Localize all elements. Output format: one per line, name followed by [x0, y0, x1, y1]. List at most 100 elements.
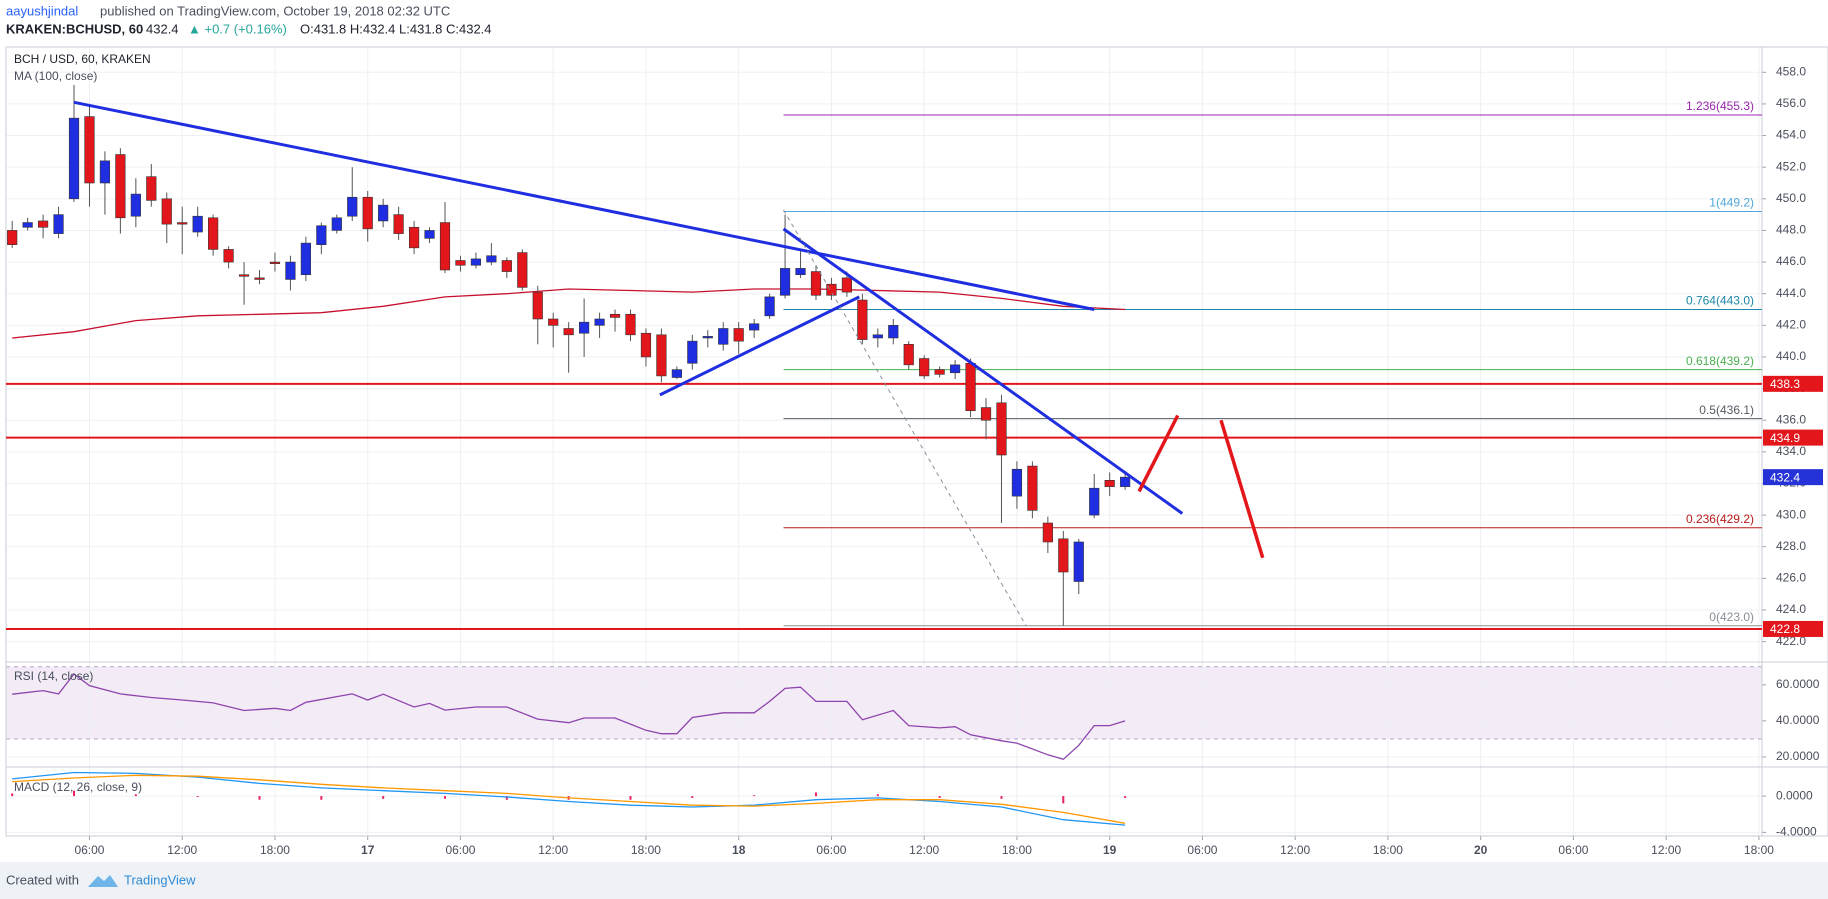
ma-title: MA (100, close) [14, 69, 97, 83]
candle-body [1011, 468, 1023, 497]
y-tick-label: 446.0 [1776, 254, 1806, 268]
y-tick-label: 448.0 [1776, 223, 1806, 237]
last-price-tag: 432.4 [1770, 470, 1800, 484]
footer-text: Created with [6, 872, 79, 887]
publish-info: published on TradingView.com, October 19… [100, 3, 450, 18]
candle-body [888, 325, 899, 339]
x-tick-label: 06:00 [445, 843, 475, 857]
macd-histogram-bar [11, 793, 14, 797]
footer-brand[interactable]: TradingView [124, 872, 196, 887]
candle-body [872, 334, 883, 339]
fib-label: 0.764(443.0) [1686, 294, 1754, 308]
candle-body [1042, 522, 1053, 543]
x-tick-label: 12:00 [1651, 843, 1681, 857]
y-tick-label: -4.0000 [1776, 825, 1817, 839]
candle-body [208, 217, 219, 250]
y-tick-label: 450.0 [1776, 191, 1806, 205]
y-tick-label: 422.0 [1776, 634, 1806, 648]
fib-label: 0.5(436.1) [1699, 403, 1754, 417]
candle-body [903, 344, 914, 366]
author-link[interactable]: aayushjindal [6, 3, 78, 18]
y-tick-label: 430.0 [1776, 507, 1806, 521]
x-tick-label: 06:00 [74, 843, 104, 857]
candle-body [84, 116, 95, 184]
y-tick-label: 458.0 [1776, 64, 1806, 78]
macd-histogram-bar [444, 796, 446, 799]
y-tick-label: 428.0 [1776, 539, 1806, 553]
macd-histogram-bar [73, 790, 76, 797]
y-tick-label: 40.0000 [1776, 713, 1820, 727]
y-tick-label: 452.0 [1776, 159, 1806, 173]
candle-body [1104, 480, 1115, 487]
x-tick-label: 19 [1103, 843, 1117, 857]
candle-body [733, 328, 744, 342]
level-price-tag-bg [1763, 620, 1823, 637]
candle-body [826, 283, 837, 296]
logo-icon[interactable] [88, 875, 118, 887]
macd-histogram-bar [505, 796, 508, 800]
candle-body [687, 340, 698, 364]
candle-body [594, 318, 605, 326]
candle-body [424, 230, 435, 239]
candle-body [640, 332, 652, 358]
level-price-tag: 438.3 [1770, 377, 1800, 391]
candle-body [671, 369, 682, 378]
x-tick-label: 12:00 [167, 843, 197, 857]
x-tick-label: 12:00 [1280, 843, 1310, 857]
level-price-tag: 422.8 [1770, 622, 1800, 636]
x-tick-label: 18:00 [1002, 843, 1032, 857]
fib-label: 1.236(455.3) [1686, 99, 1754, 113]
candle-body [841, 277, 852, 293]
candle-body [378, 204, 389, 222]
chart-title: BCH / USD, 60, KRAKEN [14, 52, 151, 66]
x-tick-label: 12:00 [538, 843, 568, 857]
trend-line [659, 295, 860, 397]
y-tick-label: 444.0 [1776, 286, 1806, 300]
projection-line [783, 209, 1027, 627]
candle-body [455, 260, 466, 266]
candle-body [656, 334, 667, 377]
y-tick-label: 440.0 [1776, 349, 1806, 363]
candle-body [99, 160, 111, 184]
macd-histogram-bar [691, 796, 694, 798]
macd-histogram-bar [1000, 796, 1003, 799]
candle-body [1058, 538, 1069, 573]
candle-body [192, 215, 203, 233]
y-tick-label: 434.0 [1776, 444, 1806, 458]
chart-background [6, 47, 1828, 836]
candle-body [934, 369, 945, 375]
moving-average [12, 288, 1126, 339]
x-tick-label: 06:00 [816, 843, 846, 857]
y-tick-label: 60.0000 [1776, 677, 1820, 691]
trend-line [73, 100, 1095, 311]
candle-body [857, 299, 868, 340]
candle-body [470, 258, 482, 266]
macd-histogram-bar [258, 796, 261, 800]
candle-body [950, 364, 961, 374]
candle-body [1089, 487, 1100, 516]
candle-body [439, 222, 451, 271]
candle-body [718, 328, 729, 345]
footer-band [0, 862, 1828, 899]
candle-body [625, 313, 636, 336]
candle-body [161, 198, 172, 225]
macd-histogram-bar [196, 796, 199, 798]
symbol: KRAKEN:BCHUSD, 60 [6, 21, 143, 36]
candle-body [254, 277, 265, 280]
candle-body [749, 323, 760, 331]
tradingview-logo[interactable]: TradingView [88, 872, 196, 887]
x-tick-label: 18:00 [631, 843, 661, 857]
candle-body [532, 291, 543, 320]
x-tick-label: 18:00 [1744, 843, 1774, 857]
trend-line [782, 227, 1184, 515]
level-price-tag-bg [1763, 429, 1823, 446]
candle-body [7, 230, 18, 245]
candle-body [810, 271, 822, 296]
fib-label: 0(423.0) [1709, 610, 1754, 624]
y-tick-label: 436.0 [1776, 412, 1806, 426]
rsi-band [6, 666, 1762, 739]
candle-body [779, 268, 791, 296]
candle-body [331, 217, 342, 231]
candle-body [548, 318, 559, 326]
macd-histogram-bar [134, 794, 137, 797]
